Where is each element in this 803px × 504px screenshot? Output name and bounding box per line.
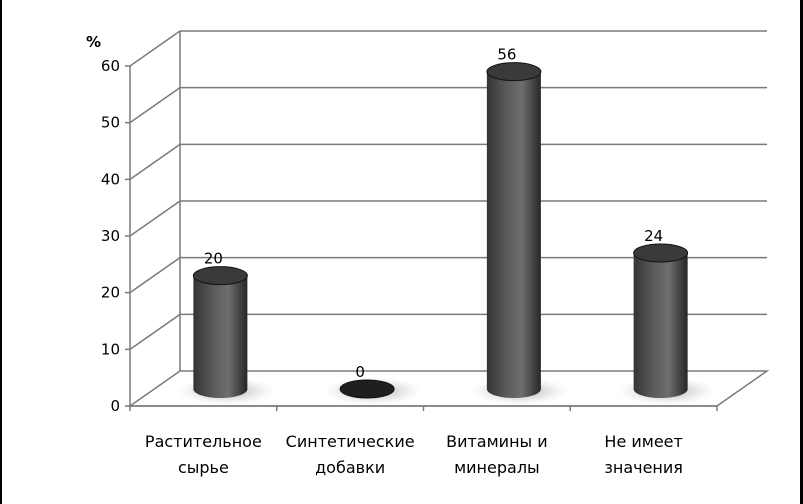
x-category-label: значения xyxy=(604,458,683,477)
gridline-side xyxy=(129,313,181,350)
bar-top xyxy=(486,62,542,82)
gridline-side xyxy=(129,87,181,124)
x-category-label: сырье xyxy=(178,458,229,477)
x-category-label: Витамины и xyxy=(446,432,548,451)
bar-top xyxy=(192,266,248,286)
gridline-side xyxy=(129,143,181,180)
y-tick-label: 20 xyxy=(101,284,120,302)
gridline-side xyxy=(129,257,181,294)
bars-layer xyxy=(177,62,716,405)
y-tick-label: 60 xyxy=(101,57,120,75)
x-category-label: Растительное xyxy=(145,432,262,451)
data-label: 24 xyxy=(644,227,663,245)
y-tick-label: 40 xyxy=(101,170,120,188)
y-tick-label: 0 xyxy=(110,397,120,415)
y-tick-label: 10 xyxy=(101,340,120,358)
x-category-label: минералы xyxy=(454,458,540,477)
y-tick-label: 30 xyxy=(101,227,120,245)
bar-cylinder xyxy=(193,275,248,398)
grid-layer xyxy=(127,30,770,407)
gridline-side xyxy=(129,200,181,237)
gridline-side xyxy=(129,30,181,67)
bar-top xyxy=(633,243,689,263)
x-category-label: Синтетические xyxy=(286,432,415,451)
y-tick-label: 50 xyxy=(101,114,120,132)
bar-cylinder xyxy=(633,253,688,398)
bar-top xyxy=(339,379,395,399)
labels-layer: 20 Растительное сырье 0 Синтетические добавки… xyxy=(145,46,683,477)
data-label: 56 xyxy=(497,46,516,64)
x-category-label: Не имеет xyxy=(604,432,682,451)
y-unit-label: % xyxy=(86,33,101,51)
bar-cylinder xyxy=(486,71,541,399)
data-label: 20 xyxy=(204,250,223,268)
data-label: 0 xyxy=(355,363,365,381)
x-category-label: добавки xyxy=(315,458,385,477)
axis-layer: 0 10 20 30 40 50 60 xyxy=(101,57,718,415)
